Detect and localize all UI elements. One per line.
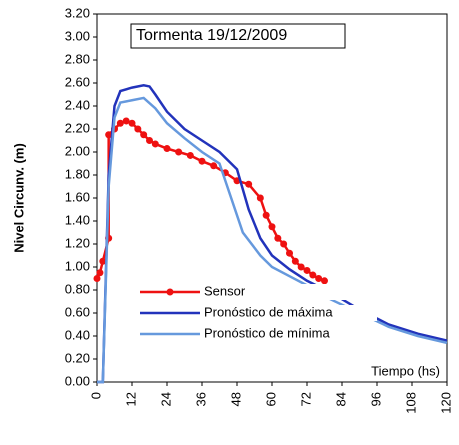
series-marker <box>286 249 293 257</box>
series-marker <box>116 119 124 127</box>
y-tick-label: 3.00 <box>65 28 90 43</box>
series-marker <box>146 137 153 144</box>
series-marker <box>198 157 206 165</box>
y-tick-label: 0.80 <box>65 281 90 296</box>
legend-label: Pronóstico de mínima <box>204 325 330 340</box>
series-marker <box>134 125 142 133</box>
legend-label: Sensor <box>204 283 246 298</box>
x-tick-label: 48 <box>228 392 243 406</box>
legend-bg <box>202 284 377 300</box>
y-tick-label: 2.60 <box>65 74 90 89</box>
x-axis-label: Tiempo (hs) <box>371 363 440 378</box>
y-axis-label: Nivel Circunv. (m) <box>11 143 26 253</box>
legend-marker <box>166 288 174 296</box>
y-tick-label: 3.20 <box>65 5 90 20</box>
series-marker <box>297 263 305 271</box>
series-marker <box>303 266 311 274</box>
y-tick-label: 1.20 <box>65 235 90 250</box>
series-marker <box>96 269 104 277</box>
series-marker <box>122 117 130 125</box>
y-tick-label: 1.60 <box>65 189 90 204</box>
y-tick-label: 1.40 <box>65 212 90 227</box>
y-tick-label: 0.40 <box>65 327 90 342</box>
y-tick-label: 1.00 <box>65 258 90 273</box>
series-marker <box>99 257 107 265</box>
series-marker <box>262 211 270 219</box>
x-tick-label: 0 <box>88 392 103 399</box>
x-tick-label: 96 <box>368 392 383 406</box>
chart-title: Tormenta 19/12/2009 <box>136 27 287 44</box>
series-marker <box>151 140 159 148</box>
series-marker <box>309 271 317 279</box>
y-tick-label: 2.00 <box>65 143 90 158</box>
y-tick-label: 0.20 <box>65 350 90 365</box>
series-marker <box>274 234 282 242</box>
x-tick-label: 24 <box>158 392 173 406</box>
title-box <box>130 23 346 49</box>
x-tick-label: 60 <box>263 392 278 406</box>
series-marker <box>105 131 113 139</box>
x-tick-label: 72 <box>298 392 313 406</box>
y-tick-label: 2.80 <box>65 51 90 66</box>
series-marker <box>291 257 299 265</box>
series-marker <box>210 162 218 170</box>
y-tick-label: 0.00 <box>65 373 90 388</box>
series-marker <box>128 119 136 127</box>
legend-bg <box>202 326 377 342</box>
series-marker <box>186 151 194 159</box>
series-marker <box>321 277 328 285</box>
legend-label: Pronóstico de máxima <box>204 304 333 319</box>
series-marker <box>163 145 171 153</box>
y-tick-label: 1.80 <box>65 166 90 181</box>
series-marker <box>315 275 323 282</box>
x-tick-label: 12 <box>123 392 138 406</box>
legend-bg <box>202 305 377 321</box>
series-marker <box>245 180 253 188</box>
series-marker <box>280 240 288 248</box>
y-tick-label: 0.60 <box>65 304 90 319</box>
y-tick-label: 2.40 <box>65 97 90 112</box>
series-marker <box>175 148 183 156</box>
series-marker <box>256 194 264 202</box>
x-tick-label: 108 <box>403 392 418 414</box>
y-tick-label: 2.20 <box>65 120 90 135</box>
x-tick-label: 36 <box>193 392 208 406</box>
x-tick-label: 120 <box>438 392 453 414</box>
series-line <box>97 96 448 384</box>
series-marker <box>140 131 148 139</box>
series-marker <box>93 275 101 282</box>
x-tick-label: 84 <box>333 392 348 406</box>
series-marker <box>268 223 276 231</box>
